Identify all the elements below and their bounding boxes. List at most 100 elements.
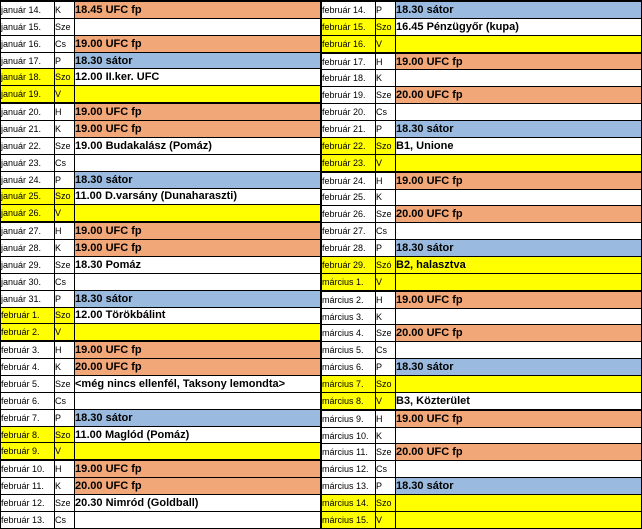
date-cell: január 24. bbox=[0, 170, 55, 189]
table-row: február 17. H 19.00 UFC fp bbox=[321, 52, 642, 71]
table-row: január 29. Sze 18.30 Pomáz bbox=[0, 255, 321, 274]
event-cell: 20.00 UFC fp bbox=[395, 205, 642, 224]
event-cell: 11.00 D.varsány (Dunaharaszti) bbox=[74, 187, 321, 206]
day-cell: P bbox=[54, 170, 75, 189]
day-cell: Szo bbox=[375, 494, 396, 512]
table-row: március 2. H 19.00 UFC fp bbox=[321, 290, 642, 309]
table-row: február 1. Szo 12.00 Törökbálint bbox=[0, 306, 321, 325]
event-cell: 19.00 UFC fp bbox=[74, 340, 321, 360]
date-cell: március 4. bbox=[321, 324, 376, 343]
event-cell: 19.00 UFC fp bbox=[395, 171, 642, 190]
date-cell: február 19. bbox=[321, 86, 376, 105]
table-row: március 11. Sze 20.00 UFC fp bbox=[321, 443, 642, 462]
day-cell: H bbox=[54, 459, 75, 479]
date-cell: március 12. bbox=[321, 460, 376, 479]
event-cell: B3, Közterület bbox=[395, 391, 642, 411]
event-cell: B1, Unione bbox=[395, 136, 642, 155]
table-row: február 4. K 20.00 UFC fp bbox=[0, 358, 321, 377]
date-cell: február 23. bbox=[321, 153, 376, 173]
table-row: január 20. H 19.00 UFC fp bbox=[0, 102, 321, 122]
day-cell: Szo bbox=[54, 187, 75, 206]
date-cell: március 5. bbox=[321, 341, 376, 360]
event-cell: 18.30 sátor bbox=[395, 239, 642, 257]
schedule-table-left-body: január 14. K 18.45 UFC fp január 15. Sze janu… bbox=[0, 0, 321, 529]
event-cell: 12.00 II.ker. UFC bbox=[74, 68, 321, 87]
date-cell: február 6. bbox=[0, 391, 55, 410]
day-cell: H bbox=[54, 221, 75, 241]
event-cell bbox=[395, 375, 642, 393]
day-cell: V bbox=[375, 272, 396, 292]
date-cell: január 20. bbox=[0, 102, 55, 122]
day-cell: Sze bbox=[375, 443, 396, 462]
day-cell: P bbox=[54, 51, 75, 70]
date-cell: február 27. bbox=[321, 222, 376, 241]
day-cell: Sze bbox=[54, 494, 75, 512]
event-cell: 19.00 UFC fp bbox=[74, 120, 321, 138]
date-cell: február 15. bbox=[321, 17, 376, 36]
date-cell: január 16. bbox=[0, 34, 55, 53]
day-cell: Cs bbox=[375, 460, 396, 479]
day-cell: Sze bbox=[54, 136, 75, 155]
date-cell: február 9. bbox=[0, 442, 55, 462]
table-row: február 26. Sze 20.00 UFC fp bbox=[321, 205, 642, 224]
day-cell: Szo bbox=[54, 306, 75, 325]
date-cell: február 4. bbox=[0, 358, 55, 377]
day-cell: K bbox=[375, 188, 396, 207]
event-cell bbox=[395, 272, 642, 292]
event-cell bbox=[74, 153, 321, 172]
day-cell: P bbox=[54, 408, 75, 427]
date-cell: február 16. bbox=[321, 34, 376, 54]
table-row: január 23. Cs bbox=[0, 153, 321, 172]
table-row: március 1. V bbox=[321, 272, 642, 292]
date-cell: január 22. bbox=[0, 136, 55, 155]
date-cell: február 10. bbox=[0, 459, 55, 479]
date-cell: február 12. bbox=[0, 494, 55, 512]
date-cell: március 6. bbox=[321, 358, 376, 377]
date-cell: február 13. bbox=[0, 510, 55, 529]
day-cell: V bbox=[375, 34, 396, 54]
table-row: január 31. P 18.30 sátor bbox=[0, 289, 321, 308]
event-cell: 20.30 Nimród (Goldball) bbox=[74, 494, 321, 512]
date-cell: január 25. bbox=[0, 187, 55, 206]
event-cell bbox=[74, 17, 321, 36]
event-cell bbox=[74, 85, 321, 105]
event-cell bbox=[395, 460, 642, 479]
day-cell: Cs bbox=[54, 510, 75, 529]
table-row: február 23. V bbox=[321, 153, 642, 173]
date-cell: február 28. bbox=[321, 239, 376, 257]
table-row: január 25. Szo 11.00 D.varsány (Dunaharasz… bbox=[0, 187, 321, 206]
schedule-table-left: január 14. K 18.45 UFC fp január 15. Sze janu… bbox=[0, 0, 321, 529]
table-row: január 22. Sze 19.00 Budakalász (Pomáz) bbox=[0, 136, 321, 155]
table-row: január 28. K 19.00 UFC fp bbox=[0, 239, 321, 257]
date-cell: február 22. bbox=[321, 136, 376, 155]
event-cell: 19.00 UFC fp bbox=[395, 290, 642, 309]
table-row: február 5. Sze <még nincs ellenfél, Takson… bbox=[0, 375, 321, 393]
event-cell: 18.45 UFC fp bbox=[74, 0, 321, 19]
event-cell bbox=[395, 103, 642, 122]
table-row: március 12. Cs bbox=[321, 460, 642, 479]
date-cell: február 11. bbox=[0, 477, 55, 496]
day-cell: Sze bbox=[54, 255, 75, 274]
date-cell: március 10. bbox=[321, 426, 376, 445]
date-cell: január 17. bbox=[0, 51, 55, 70]
table-row: március 3. K bbox=[321, 307, 642, 326]
table-row: január 14. K 18.45 UFC fp bbox=[0, 0, 321, 19]
table-row: január 30. Cs bbox=[0, 272, 321, 291]
day-cell: P bbox=[375, 358, 396, 377]
event-cell bbox=[74, 323, 321, 343]
day-cell: Sze bbox=[54, 17, 75, 36]
date-cell: január 26. bbox=[0, 204, 55, 224]
date-cell: február 8. bbox=[0, 425, 55, 444]
day-cell: Sze bbox=[375, 324, 396, 343]
day-cell: Cs bbox=[375, 222, 396, 241]
date-cell: január 18. bbox=[0, 68, 55, 87]
table-row: február 16. V bbox=[321, 34, 642, 54]
date-cell: február 24. bbox=[321, 171, 376, 190]
table-row: január 15. Sze bbox=[0, 17, 321, 36]
date-cell: február 5. bbox=[0, 375, 55, 393]
event-cell: 20.00 UFC fp bbox=[74, 477, 321, 496]
event-cell: 11.00 Maglód (Pomáz) bbox=[74, 425, 321, 444]
day-cell: K bbox=[375, 307, 396, 326]
table-row: január 17. P 18.30 sátor bbox=[0, 51, 321, 70]
date-cell: január 30. bbox=[0, 272, 55, 291]
